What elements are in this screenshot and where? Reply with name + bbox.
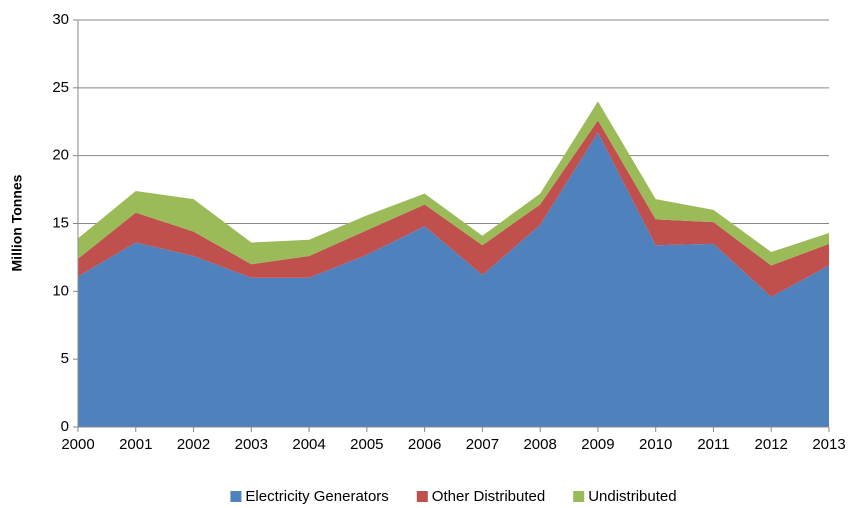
y-tick-label: 25 <box>52 79 69 96</box>
legend-label: Undistributed <box>588 488 676 505</box>
y-tick-label: 15 <box>52 214 69 231</box>
y-tick-label: 0 <box>61 418 69 435</box>
legend: Electricity Generators Other Distributed U… <box>230 488 677 505</box>
x-tick-label: 2009 <box>581 436 614 453</box>
x-tick-label: 2000 <box>61 436 94 453</box>
x-tick-label: 2002 <box>177 436 210 453</box>
y-tick-label: 5 <box>61 350 69 367</box>
legend-label: Other Distributed <box>432 488 545 505</box>
legend-swatch <box>416 491 428 502</box>
legend-label: Electricity Generators <box>245 488 388 505</box>
y-axis-title: Million Tonnes <box>9 174 25 271</box>
area <box>78 132 829 427</box>
x-tick-label: 2008 <box>523 436 556 453</box>
x-tick-label: 2012 <box>755 436 788 453</box>
x-tick-label: 2005 <box>350 436 383 453</box>
area <box>78 101 829 266</box>
y-tick-label: 10 <box>52 282 69 299</box>
y-tick-label: 30 <box>52 11 69 28</box>
x-tick-label: 2001 <box>119 436 152 453</box>
x-tick-label: 2011 <box>697 436 729 453</box>
x-tick-label: 2010 <box>639 436 672 453</box>
x-tick-label: 2013 <box>812 436 845 453</box>
x-tick-label: 2004 <box>292 436 325 453</box>
legend-swatch <box>573 491 585 502</box>
x-tick-label: 2007 <box>466 436 499 453</box>
legend-swatch <box>230 491 242 502</box>
area <box>78 120 829 297</box>
x-tick-label: 2006 <box>408 436 441 453</box>
x-tick-label: 2003 <box>235 436 268 453</box>
y-tick-label: 20 <box>52 147 69 164</box>
